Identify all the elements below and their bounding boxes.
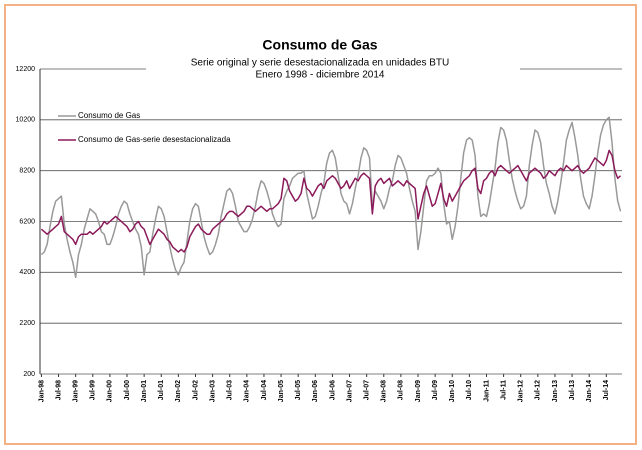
subtitle-background [146, 57, 520, 84]
series-line [40, 149, 622, 253]
x-tick-label: Jul-07 [364, 380, 371, 400]
x-tick-label: Jan-14 [586, 380, 593, 402]
y-tick-label: 4200 [19, 269, 35, 276]
legend: Consumo de Gas Consumo de Gas-serie dese… [58, 111, 231, 144]
x-tick-label: Jan-12 [518, 380, 525, 402]
x-tick-label: Jan-05 [278, 380, 285, 402]
x-tick-label: Jul-12 [535, 380, 542, 400]
chart-subtitle: Enero 1998 - diciembre 2014 [256, 70, 385, 81]
y-tick-label: 6200 [19, 218, 35, 225]
x-tick-label: Jul-14 [603, 380, 610, 400]
x-tick-label: Jan-03 [209, 380, 216, 402]
x-tick-label: Jan-06 [312, 380, 319, 402]
chart-title: Consumo de Gas [262, 37, 377, 53]
grid [40, 68, 622, 375]
legend-label: Consumo de Gas [78, 111, 140, 120]
x-tick-label: Jan-07 [346, 380, 353, 402]
x-tick-label: Jan-11 [483, 380, 490, 402]
x-tick-label: Jan-10 [449, 380, 456, 402]
y-tick-label: 10200 [16, 117, 36, 124]
y-tick-label: 8200 [19, 168, 35, 175]
x-tick-label: Jul-00 [124, 380, 131, 400]
x-tick-label: Jan-02 [175, 380, 182, 402]
y-tick-label: 12200 [16, 66, 36, 73]
x-tick-label: Jul-08 [398, 380, 405, 400]
x-tick-label: Jan-98 [38, 380, 45, 402]
x-tick-label: Jul-01 [158, 380, 165, 400]
x-tick-label: Jul-98 [55, 380, 62, 400]
x-tick-label: Jul-04 [261, 380, 268, 400]
x-tick-label: Jan-13 [552, 380, 559, 402]
x-tick-label: Jan-08 [381, 380, 388, 402]
x-tick-label: Jul-05 [295, 380, 302, 400]
x-tick-label: Jul-13 [569, 380, 576, 400]
x-tick-label: Jan-04 [244, 380, 251, 402]
x-tick-label: Jul-06 [329, 380, 336, 400]
legend-label: Consumo de Gas-serie desestacionalizada [78, 135, 231, 144]
y-tick-label: 200 [23, 371, 35, 378]
x-tick-label: Jul-02 [192, 380, 199, 400]
x-tick-label: Jul-11 [500, 380, 507, 400]
chart-subtitle: Serie original y serie desestacionalizad… [191, 58, 449, 69]
x-tick-label: Jul-10 [466, 380, 473, 400]
x-tick-label: Jan-09 [415, 380, 422, 402]
y-tick-label: 2200 [19, 320, 35, 327]
x-tick-label: Jan-00 [107, 380, 114, 402]
x-tick-label: Jul-03 [227, 380, 234, 400]
x-tick-label: Jul-09 [432, 380, 439, 400]
x-tick-label: Jan-99 [73, 380, 80, 402]
x-tick-label: Jan-01 [141, 380, 148, 402]
x-tick-label: Jul-99 [90, 380, 97, 400]
series-line [40, 116, 622, 279]
